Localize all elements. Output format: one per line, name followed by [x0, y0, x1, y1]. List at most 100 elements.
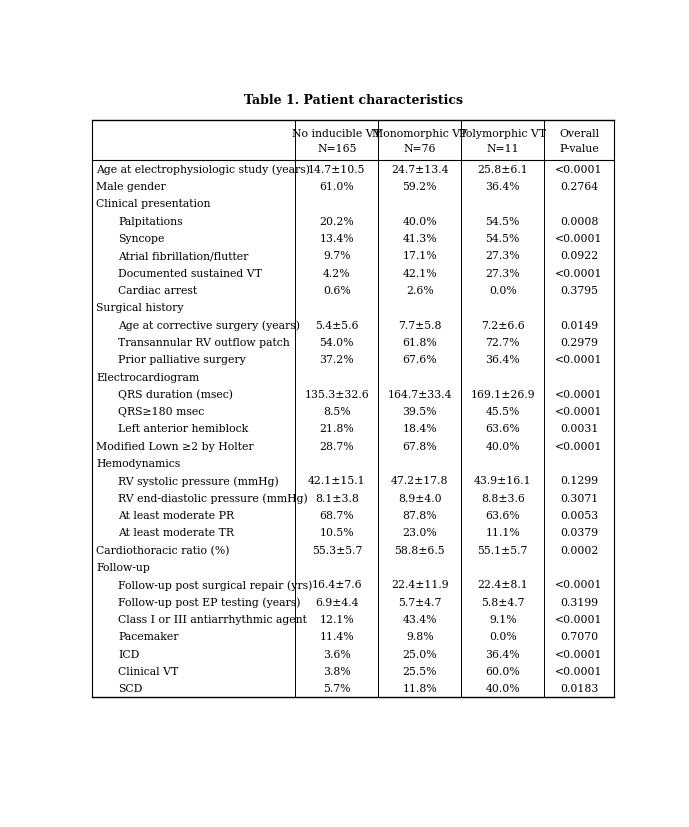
Text: RV end-diastolic pressure (mmHg): RV end-diastolic pressure (mmHg) — [118, 493, 308, 504]
Text: 63.6%: 63.6% — [485, 424, 520, 434]
Text: Clinical presentation: Clinical presentation — [96, 199, 211, 209]
Text: Age at electrophysiologic study (years): Age at electrophysiologic study (years) — [96, 164, 310, 174]
Text: <0.0001: <0.0001 — [555, 165, 603, 174]
Text: Clinical VT: Clinical VT — [118, 667, 178, 676]
Text: 18.4%: 18.4% — [402, 424, 437, 434]
Text: 58.8±6.5: 58.8±6.5 — [394, 545, 445, 555]
Text: 27.3%: 27.3% — [485, 268, 520, 278]
Text: Cardiothoracic ratio (%): Cardiothoracic ratio (%) — [96, 545, 229, 555]
Text: Follow-up post surgical repair (yrs): Follow-up post surgical repair (yrs) — [118, 580, 312, 590]
Text: Syncope: Syncope — [118, 234, 164, 244]
Text: P-value: P-value — [559, 144, 599, 154]
Text: At least moderate TR: At least moderate TR — [118, 528, 234, 538]
Text: <0.0001: <0.0001 — [555, 234, 603, 244]
Text: 36.4%: 36.4% — [485, 649, 520, 659]
Text: 28.7%: 28.7% — [320, 442, 354, 452]
Text: 0.0183: 0.0183 — [560, 684, 598, 694]
Text: 164.7±33.4: 164.7±33.4 — [387, 390, 452, 399]
Text: 0.3199: 0.3199 — [560, 597, 598, 607]
Text: SCD: SCD — [118, 684, 142, 694]
Text: 25.8±6.1: 25.8±6.1 — [477, 165, 528, 174]
Text: 54.5%: 54.5% — [486, 217, 520, 227]
Text: 63.6%: 63.6% — [485, 510, 520, 520]
Text: 2.6%: 2.6% — [406, 285, 433, 295]
Text: Electrocardiogram: Electrocardiogram — [96, 372, 199, 382]
Text: Polymorphic VT: Polymorphic VT — [459, 128, 546, 139]
Text: 0.0379: 0.0379 — [560, 528, 598, 538]
Text: 7.7±5.8: 7.7±5.8 — [398, 320, 442, 330]
Text: N=76: N=76 — [404, 144, 436, 154]
Text: 87.8%: 87.8% — [402, 510, 437, 520]
Text: Follow-up: Follow-up — [96, 562, 150, 572]
Text: 0.2764: 0.2764 — [560, 182, 598, 192]
Text: 16.4±7.6: 16.4±7.6 — [311, 580, 362, 590]
Text: 5.8±4.7: 5.8±4.7 — [481, 597, 524, 607]
Text: 68.7%: 68.7% — [320, 510, 354, 520]
Text: 54.0%: 54.0% — [320, 337, 354, 347]
Text: 11.1%: 11.1% — [485, 528, 520, 538]
Text: 14.7±10.5: 14.7±10.5 — [308, 165, 366, 174]
Text: 12.1%: 12.1% — [320, 614, 354, 624]
Text: 0.1299: 0.1299 — [560, 476, 598, 486]
Text: ICD: ICD — [118, 649, 139, 659]
Text: 37.2%: 37.2% — [320, 355, 354, 365]
Text: 0.0149: 0.0149 — [560, 320, 598, 330]
Text: <0.0001: <0.0001 — [555, 407, 603, 417]
Text: At least moderate PR: At least moderate PR — [118, 510, 234, 520]
Text: 22.4±8.1: 22.4±8.1 — [477, 580, 528, 590]
Text: 0.0031: 0.0031 — [560, 424, 598, 434]
Text: 8.1±3.8: 8.1±3.8 — [315, 493, 359, 503]
Text: 8.5%: 8.5% — [323, 407, 351, 417]
Text: 13.4%: 13.4% — [320, 234, 354, 244]
Text: 11.4%: 11.4% — [320, 632, 354, 642]
Text: Male gender: Male gender — [96, 182, 166, 192]
Text: Modified Lown ≥2 by Holter: Modified Lown ≥2 by Holter — [96, 442, 254, 452]
Text: 4.2%: 4.2% — [323, 268, 351, 278]
Text: RV systolic pressure (mmHg): RV systolic pressure (mmHg) — [118, 476, 278, 486]
Text: 27.3%: 27.3% — [485, 251, 520, 261]
Text: 0.3071: 0.3071 — [560, 493, 598, 503]
Text: 55.3±5.7: 55.3±5.7 — [311, 545, 362, 555]
Text: N=165: N=165 — [317, 144, 357, 154]
Text: 25.5%: 25.5% — [402, 667, 437, 676]
Text: 0.7070: 0.7070 — [560, 632, 598, 642]
Text: 9.7%: 9.7% — [323, 251, 351, 261]
Text: 7.2±6.6: 7.2±6.6 — [481, 320, 524, 330]
Text: 45.5%: 45.5% — [486, 407, 520, 417]
Text: 36.4%: 36.4% — [485, 182, 520, 192]
Text: 0.0%: 0.0% — [489, 285, 517, 295]
Text: <0.0001: <0.0001 — [555, 268, 603, 278]
Text: <0.0001: <0.0001 — [555, 580, 603, 590]
Text: 0.0053: 0.0053 — [560, 510, 598, 520]
Text: 3.6%: 3.6% — [323, 649, 351, 659]
Text: <0.0001: <0.0001 — [555, 649, 603, 659]
Text: Surgical history: Surgical history — [96, 303, 184, 313]
Text: 169.1±26.9: 169.1±26.9 — [471, 390, 535, 399]
Text: Pacemaker: Pacemaker — [118, 632, 178, 642]
Text: 10.5%: 10.5% — [320, 528, 354, 538]
Text: 40.0%: 40.0% — [485, 684, 520, 694]
Text: 59.2%: 59.2% — [402, 182, 437, 192]
Text: 20.2%: 20.2% — [320, 217, 354, 227]
Text: 135.3±32.6: 135.3±32.6 — [305, 390, 369, 399]
Text: <0.0001: <0.0001 — [555, 442, 603, 452]
Text: 54.5%: 54.5% — [486, 234, 520, 244]
Text: No inducible VT: No inducible VT — [292, 128, 381, 139]
Text: 67.6%: 67.6% — [402, 355, 437, 365]
Text: 39.5%: 39.5% — [402, 407, 437, 417]
Text: <0.0001: <0.0001 — [555, 390, 603, 399]
Text: 40.0%: 40.0% — [402, 217, 437, 227]
Text: 36.4%: 36.4% — [485, 355, 520, 365]
Text: 43.9±16.1: 43.9±16.1 — [474, 476, 531, 486]
Text: 3.8%: 3.8% — [323, 667, 351, 676]
Text: 42.1±15.1: 42.1±15.1 — [308, 476, 366, 486]
Text: 17.1%: 17.1% — [402, 251, 437, 261]
Text: 61.0%: 61.0% — [320, 182, 354, 192]
Text: 23.0%: 23.0% — [402, 528, 437, 538]
Text: Age at corrective surgery (years): Age at corrective surgery (years) — [118, 320, 300, 331]
Text: 6.9±4.4: 6.9±4.4 — [315, 597, 358, 607]
Text: 72.7%: 72.7% — [486, 337, 520, 347]
Text: QRS≥180 msec: QRS≥180 msec — [118, 407, 204, 417]
Text: 5.4±5.6: 5.4±5.6 — [315, 320, 358, 330]
Text: Overall: Overall — [559, 128, 599, 139]
